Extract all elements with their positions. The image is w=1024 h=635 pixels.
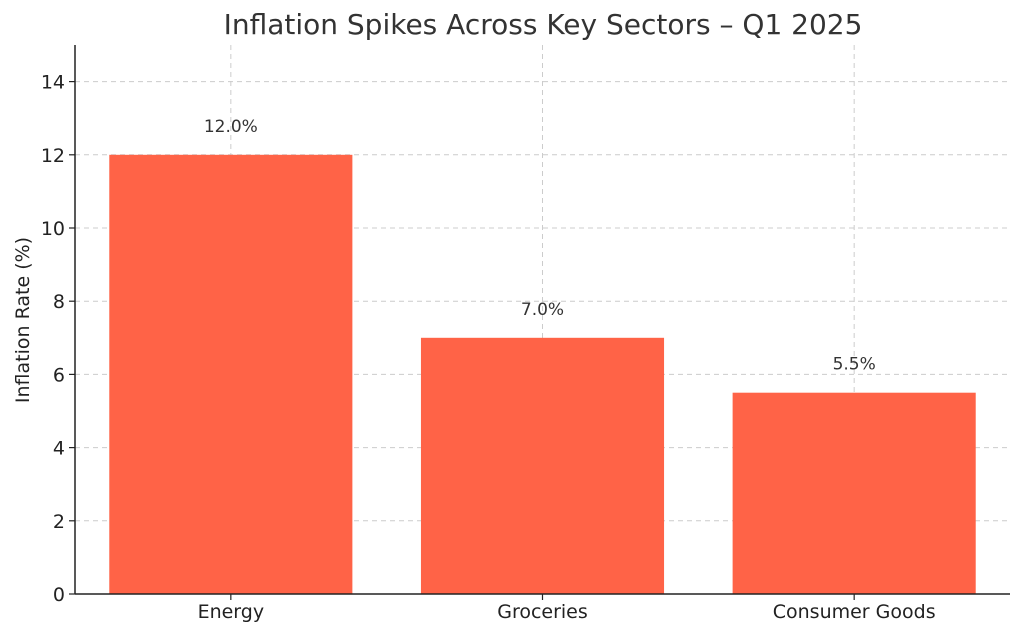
labels: 12.0% 7.0% 5.5% 0 2 4 6 8 10 12 14 Energy Groceries C… [41,72,936,623]
bar-value-label: 7.0% [521,300,564,320]
bar-value-label: 5.5% [833,355,876,375]
x-tick-label: Groceries [497,601,588,623]
y-tick-label: 10 [41,218,65,240]
y-tick-label: 2 [53,511,65,533]
bar-consumer-goods [732,392,976,594]
bars [109,154,976,595]
x-tick-label: Consumer Goods [773,601,936,623]
y-tick-label: 0 [53,584,65,606]
bar-groceries [420,337,665,594]
axes [69,45,1010,600]
y-tick-label: 8 [53,291,65,313]
y-tick-label: 12 [41,145,65,167]
y-tick-label: 4 [53,438,65,460]
bar-energy [109,154,353,595]
chart-title: Inflation Spikes Across Key Sectors – Q1… [224,8,863,41]
y-tick-label: 6 [53,364,65,386]
x-tick-label: Energy [198,601,265,623]
y-axis-label: Inflation Rate (%) [12,237,34,403]
bar-value-label: 12.0% [204,117,258,137]
y-tick-label: 14 [41,72,65,94]
